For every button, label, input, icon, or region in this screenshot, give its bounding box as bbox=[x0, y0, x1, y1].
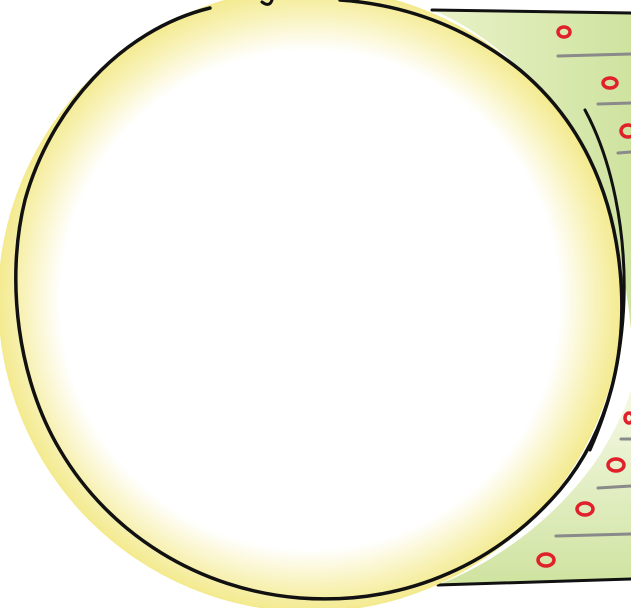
magnifier-handle-stub bbox=[260, 0, 274, 6]
gray-dash-mark bbox=[596, 101, 631, 106]
tube-bottom-edge-line bbox=[436, 577, 631, 587]
red-cell-dot bbox=[556, 25, 572, 39]
red-cell-dot bbox=[623, 411, 631, 425]
gray-dash-mark bbox=[616, 150, 631, 155]
red-cell-dot bbox=[536, 552, 556, 568]
tube-top-shape bbox=[432, 10, 631, 330]
tube-top-edge-line bbox=[430, 8, 631, 15]
magnifier-outline bbox=[14, 0, 624, 601]
gray-dash-mark bbox=[556, 52, 631, 58]
magnifier-outline-right-edge bbox=[583, 108, 626, 452]
gray-dash-mark bbox=[554, 532, 631, 538]
tube-particles-bottom bbox=[536, 411, 631, 568]
red-cell-dot bbox=[601, 76, 619, 90]
gray-dash-mark bbox=[596, 484, 631, 490]
tube-top-section bbox=[430, 8, 631, 330]
red-cell-dot bbox=[619, 123, 631, 139]
tube-particles-top bbox=[556, 25, 631, 155]
red-cell-dot bbox=[606, 457, 626, 473]
red-cell-dot bbox=[575, 501, 595, 517]
